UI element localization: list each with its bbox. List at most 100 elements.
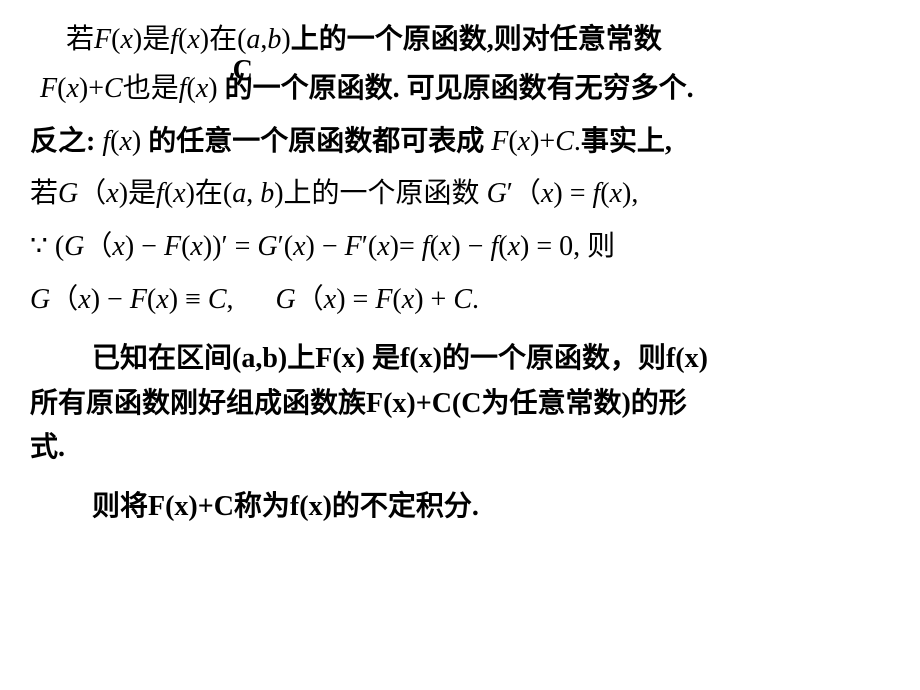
t: )= (390, 231, 422, 262)
t: F (375, 284, 392, 315)
t: x (324, 284, 336, 315)
text-line-2: F(x)+C也是f(x) C 的一个原函数. 可见原函数有无穷多个. (30, 67, 890, 112)
t: 反之: (30, 126, 102, 157)
t: F (40, 73, 57, 104)
t: G (64, 231, 84, 262)
text-line-5: ∵ (G（x) − F(x))′ = G′(x) − F′(x)= f(x) −… (30, 225, 890, 270)
t: f (156, 178, 164, 209)
t: 的任意一个原函数都可表成 (141, 126, 491, 157)
text-line-1: 若F(x)是f(x)在(a,b)上的一个原函数,则对任意常数 (30, 18, 890, 63)
t: ) (208, 73, 217, 104)
t: 可见原函数有无穷多个. (400, 73, 694, 104)
t: )是 (133, 24, 170, 55)
t: G (30, 284, 50, 315)
t: 则 (580, 231, 615, 262)
t: 若 (30, 178, 58, 209)
t: C (555, 126, 574, 157)
t: ′( (278, 231, 293, 262)
t: ) − (125, 231, 164, 262)
t: x (112, 231, 124, 262)
t: f (422, 231, 430, 262)
t: ′( (362, 231, 377, 262)
overlap-c: C 的一个原函数. (225, 67, 400, 112)
t: a (232, 178, 246, 209)
text-line-6: G（x) − F(x) ≡ C, G（x) = F(x) + C. (30, 278, 890, 323)
t: F (164, 231, 181, 262)
t: ) (281, 24, 290, 55)
t: ) (132, 126, 141, 157)
t: ( (392, 284, 401, 315)
t: ( (186, 73, 195, 104)
t: F (130, 284, 147, 315)
t: （ (296, 284, 324, 315)
t: ) − (91, 284, 130, 315)
t: ( (430, 231, 439, 262)
t: ), (622, 178, 638, 209)
t: x (196, 73, 208, 104)
t: 若 (66, 24, 94, 55)
t: x (402, 284, 414, 315)
t: b (267, 24, 281, 55)
t: x (106, 178, 118, 209)
t: G (58, 178, 78, 209)
t: ) = (553, 178, 592, 209)
t: x (78, 284, 90, 315)
t: 所有原函数刚好组成函数族F(x)+C(C为任意常数)的形 (30, 388, 687, 419)
t: )+ (530, 126, 555, 157)
t: （ (78, 178, 106, 209)
t: x (541, 178, 553, 209)
t: ))′ = (203, 231, 258, 262)
t: ) ≡ (169, 284, 208, 315)
t: x (156, 284, 168, 315)
t: x (518, 126, 530, 157)
t: ∵ ( (30, 231, 64, 262)
t: x (293, 231, 305, 262)
bold-c-letter: C (233, 49, 253, 94)
t: ( (181, 231, 190, 262)
t: b (260, 178, 274, 209)
t: ( (147, 284, 156, 315)
t: )上的一个原函数 (274, 178, 486, 209)
t (234, 284, 276, 315)
t: ( (508, 126, 517, 157)
t: x (173, 178, 185, 209)
slide-page: 若F(x)是f(x)在(a,b)上的一个原函数,则对任意常数 F(x)+C也是f… (0, 0, 920, 530)
t: F (94, 24, 111, 55)
t: )是 (119, 178, 156, 209)
paragraph-1-line-3: 式. (30, 426, 890, 471)
t: x (66, 73, 78, 104)
t: ) = 0, (520, 231, 580, 262)
t: F (345, 231, 362, 262)
t: C (453, 284, 472, 315)
t: , (227, 284, 234, 315)
t: G (276, 284, 296, 315)
t: ) = (336, 284, 375, 315)
t: )+ (79, 73, 104, 104)
t: f (102, 126, 110, 157)
t: )在( (186, 178, 233, 209)
paragraph-1-line-2: 所有原函数刚好组成函数族F(x)+C(C为任意常数)的形 (30, 382, 890, 427)
t: . (472, 284, 479, 315)
t: ( (164, 178, 173, 209)
t: （ (50, 284, 78, 315)
t: 也是 (123, 73, 179, 104)
t: （ (84, 231, 112, 262)
t: ) − (451, 231, 490, 262)
paragraph-1-line-1: 已知在区间(a,b)上F(x) 是f(x)的一个原函数，则f(x) (30, 337, 890, 382)
t: 式. (30, 432, 65, 463)
t: x (120, 24, 132, 55)
t: . (574, 126, 581, 157)
text-line-4: 若G（x)是f(x)在(a, b)上的一个原函数 G′（x) = f(x), (30, 172, 890, 217)
t: x (439, 231, 451, 262)
t: , (246, 178, 260, 209)
t: ) + (414, 284, 453, 315)
t: 事实上, (581, 126, 672, 157)
t: x (377, 231, 389, 262)
text-line-3: 反之: f(x) 的任意一个原函数都可表成 F(x)+C.事实上, (30, 120, 890, 165)
t: 已知在区间(a,b)上F(x) 是f(x)的一个原函数，则f(x) (92, 343, 708, 374)
paragraph-2: 则将F(x)+C称为f(x)的不定积分. (30, 485, 890, 530)
t: x (187, 24, 199, 55)
t: F (491, 126, 508, 157)
t: C (208, 284, 227, 315)
t: G (487, 178, 507, 209)
